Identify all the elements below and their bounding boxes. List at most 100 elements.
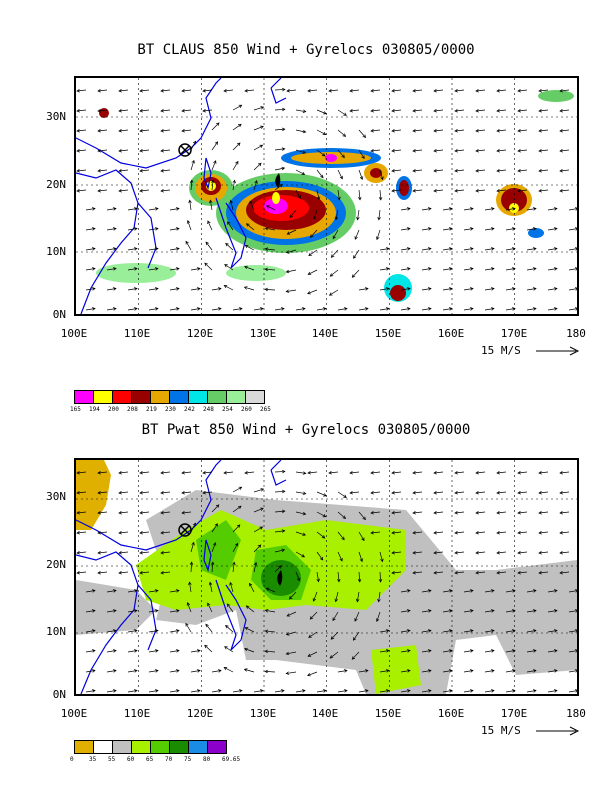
wind-vector-head bbox=[260, 507, 264, 511]
wind-vector-head bbox=[343, 494, 347, 498]
wind-vector-head bbox=[454, 128, 458, 133]
wind-vector bbox=[181, 511, 192, 514]
wind-vector bbox=[85, 308, 96, 311]
wind-vector-head bbox=[176, 287, 180, 291]
wind-vector-head bbox=[285, 671, 290, 675]
wind-vector bbox=[139, 189, 150, 192]
wind-vector-head bbox=[533, 689, 537, 693]
wind-vector-head bbox=[323, 111, 327, 115]
wind-vector-head bbox=[189, 179, 194, 184]
colorbar-label: 254 bbox=[222, 406, 233, 413]
wind-vector-head bbox=[134, 609, 138, 613]
wind-vector-head bbox=[134, 207, 138, 211]
wind-vector-head bbox=[76, 490, 80, 495]
wind-vector-head bbox=[386, 307, 390, 311]
p2-scale-label: 15 M/S bbox=[481, 724, 521, 737]
wind-vector-head bbox=[512, 689, 516, 693]
wind-vector bbox=[412, 551, 423, 554]
wind-vector bbox=[505, 630, 516, 633]
wind-vector bbox=[127, 690, 138, 693]
wind-vector bbox=[181, 89, 192, 92]
wind-vector-head bbox=[249, 200, 253, 205]
p2-xlabel-130e: 130E bbox=[249, 707, 277, 720]
wind-vector-head bbox=[264, 649, 269, 654]
wind-vector bbox=[211, 562, 214, 573]
wind-vector-head bbox=[491, 629, 495, 633]
wind-vector-head bbox=[428, 287, 432, 291]
wind-vector-head bbox=[297, 195, 301, 199]
wind-vector-head bbox=[316, 578, 320, 583]
wind-vector bbox=[337, 571, 340, 582]
wind-vector-head bbox=[449, 669, 453, 673]
wind-vector bbox=[559, 169, 570, 172]
wind-vector-head bbox=[359, 558, 364, 563]
colorbar-swatch bbox=[93, 390, 113, 404]
wind-vector bbox=[232, 543, 238, 553]
wind-vector bbox=[538, 531, 549, 534]
wind-vector bbox=[244, 668, 255, 673]
wind-vector bbox=[475, 511, 486, 514]
wind-vector-head bbox=[229, 199, 233, 204]
wind-vector bbox=[316, 109, 327, 115]
wind-vector bbox=[547, 248, 558, 251]
wind-vector bbox=[335, 591, 339, 602]
wind-vector-head bbox=[139, 128, 143, 133]
wind-vector-head bbox=[329, 655, 334, 659]
wind-vector bbox=[412, 491, 423, 494]
wind-vector bbox=[185, 623, 192, 633]
wind-vector-head bbox=[134, 589, 138, 593]
wind-vector-head bbox=[118, 188, 122, 193]
wind-vector-head bbox=[226, 603, 231, 607]
wind-vector-head bbox=[244, 647, 248, 652]
wind-vector-head bbox=[309, 616, 314, 620]
wind-vector-head bbox=[512, 247, 516, 251]
panel2-colorbar-labels: 0 35 55 60 65 70 75 80 69.65 bbox=[70, 756, 270, 764]
wind-vector-head bbox=[113, 669, 117, 673]
wind-vector-head bbox=[264, 267, 269, 272]
wind-vector bbox=[505, 208, 516, 211]
wind-vector-head bbox=[92, 287, 96, 291]
wind-vector-head bbox=[134, 307, 138, 311]
wind-vector bbox=[442, 650, 453, 653]
colorbar-swatch bbox=[131, 740, 151, 754]
wind-vector bbox=[148, 208, 159, 211]
wind-vector bbox=[547, 670, 558, 673]
panel1-map bbox=[74, 76, 579, 316]
wind-vector bbox=[370, 129, 381, 132]
wind-vector bbox=[400, 268, 411, 271]
wind-vector-head bbox=[237, 505, 242, 510]
wind-vector bbox=[160, 189, 171, 192]
wind-vector-head bbox=[160, 148, 164, 153]
wind-vector-head bbox=[113, 227, 117, 231]
wind-vector bbox=[547, 630, 558, 633]
wind-vector-head bbox=[118, 490, 122, 495]
wind-vector-head bbox=[302, 532, 307, 536]
wind-vector bbox=[337, 511, 346, 519]
wind-vector bbox=[286, 631, 297, 635]
wind-vector bbox=[76, 511, 87, 514]
wind-vector bbox=[391, 491, 402, 494]
colorbar-label: 69.65 bbox=[222, 756, 241, 763]
wind-vector-head bbox=[538, 188, 542, 193]
wind-vector bbox=[190, 562, 193, 573]
wind-vector bbox=[209, 200, 213, 211]
wind-vector bbox=[313, 591, 318, 602]
wind-vector bbox=[433, 109, 444, 112]
wind-vector bbox=[139, 551, 150, 554]
wind-vector bbox=[433, 511, 444, 514]
colorbar-label: 242 bbox=[184, 406, 195, 413]
p2-xlabel-100e: 100E bbox=[60, 707, 88, 720]
wind-vector bbox=[295, 149, 306, 154]
wind-vector-head bbox=[344, 669, 348, 673]
wind-vector bbox=[307, 89, 318, 92]
panel1-title: BT CLAUS 850 Wind + Gyrelocs 030805/0000 bbox=[137, 42, 475, 58]
wind-vector-head bbox=[302, 109, 307, 113]
wind-vector-head bbox=[281, 107, 286, 112]
wind-vector bbox=[224, 667, 234, 673]
wind-vector-head bbox=[181, 470, 185, 475]
wind-vector bbox=[421, 630, 432, 633]
wind-vector-head bbox=[575, 207, 577, 211]
wind-vector-head bbox=[407, 649, 411, 653]
wind-vector bbox=[97, 109, 108, 112]
wind-vector bbox=[358, 149, 365, 159]
